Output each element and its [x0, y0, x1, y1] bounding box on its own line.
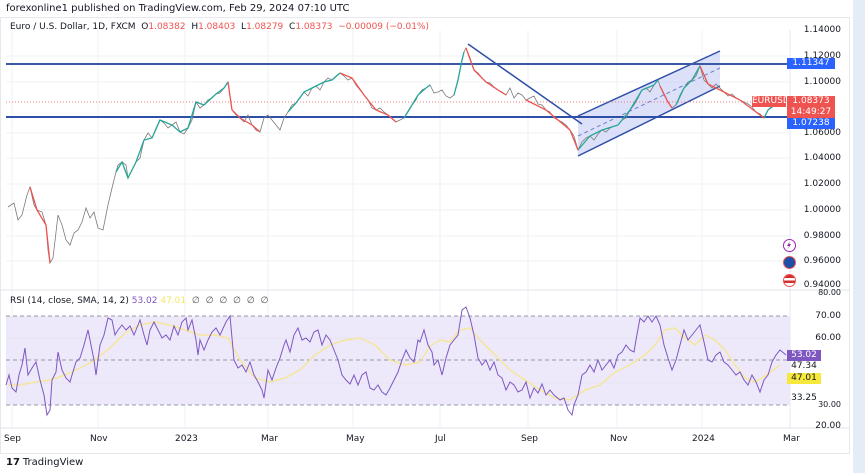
rsi-legend: RSI (14, close, SMA, 14, 2) 53.02 47.01 … — [10, 296, 269, 306]
symbol-tag: EURUSD — [752, 96, 790, 107]
tv-logo-icon: 17 — [6, 457, 20, 468]
rsi-value: 53.02 — [131, 296, 158, 306]
close-value: 1.08373 — [295, 22, 333, 32]
last-price-tag: 1.08373 — [787, 96, 835, 107]
symbol-title: Euro / U.S. Dollar, 1D, FXCM — [10, 22, 136, 32]
support-price-tag: 1.07238 — [787, 118, 835, 129]
brand-name: TradingView — [22, 457, 84, 468]
eu-flag-icon[interactable] — [783, 256, 796, 269]
countdown-tag: 14:49:27 — [787, 107, 835, 118]
rsi-value-tag: 53.02 — [787, 350, 821, 361]
price-tick: 1.10000 — [803, 77, 841, 87]
rsi-lower-tag: 33.25 — [791, 393, 817, 403]
time-label: Jul — [435, 434, 446, 444]
publication-info: forexonline1 published on TradingView.co… — [6, 3, 350, 14]
rsi-ma-tag: 47.01 — [787, 373, 821, 384]
rsi-tick: 60.00 — [815, 333, 841, 343]
chart-frame — [0, 17, 850, 454]
time-label: 2023 — [175, 434, 198, 444]
rsi-band — [6, 316, 790, 405]
change-value: −0.00009 (−0.01%) — [338, 22, 430, 32]
time-label: Sep — [521, 434, 538, 444]
time-label: May — [346, 434, 365, 444]
us-flag-icon[interactable] — [783, 274, 796, 287]
time-label: Sep — [4, 434, 21, 444]
tradingview-logo[interactable]: 17 TradingView — [6, 457, 83, 468]
time-label: Nov — [610, 434, 628, 444]
rsi-line — [5, 306, 787, 417]
time-label: 2024 — [692, 434, 715, 444]
price-tick: 1.12000 — [803, 51, 841, 61]
rsi-level-tag: 47.34 — [791, 361, 817, 371]
rsi-ma-line — [8, 321, 781, 401]
rsi-tick: 20.00 — [815, 421, 841, 431]
price-tick: 1.02000 — [803, 179, 841, 189]
time-label: Nov — [90, 434, 108, 444]
price-tick: 0.96000 — [803, 256, 841, 266]
rsi-tick: 70.00 — [815, 311, 841, 321]
right-edge-strip — [853, 0, 865, 473]
descending-trendline — [467, 43, 583, 125]
high-value: 1.08403 — [198, 22, 236, 32]
resistance-price-tag: 1.11347 — [787, 58, 835, 69]
low-value: 1.08279 — [246, 22, 284, 32]
price-tick: 1.14000 — [803, 25, 841, 35]
open-value: 1.08382 — [148, 22, 186, 32]
ascending-channel — [578, 51, 720, 156]
time-label: Mar — [261, 434, 278, 444]
ohlc-legend: Euro / U.S. Dollar, 1D, FXCM O1.08382 H1… — [10, 22, 430, 32]
price-tick: 0.98000 — [803, 231, 841, 241]
price-tick: 1.04000 — [803, 153, 841, 163]
rsi-tick: 30.00 — [818, 400, 841, 409]
time-label: Mar — [783, 434, 800, 444]
rsi-ma-value: 47.01 — [160, 296, 187, 306]
rsi-tick: 80.00 — [818, 288, 841, 297]
price-tick: 1.06000 — [803, 128, 841, 138]
price-tick: 0.94000 — [803, 280, 841, 290]
rsi-title: RSI (14, close, SMA, 14, 2) — [10, 296, 129, 306]
price-tick: 1.00000 — [803, 205, 841, 215]
lightning-event-icon[interactable] — [783, 239, 796, 252]
